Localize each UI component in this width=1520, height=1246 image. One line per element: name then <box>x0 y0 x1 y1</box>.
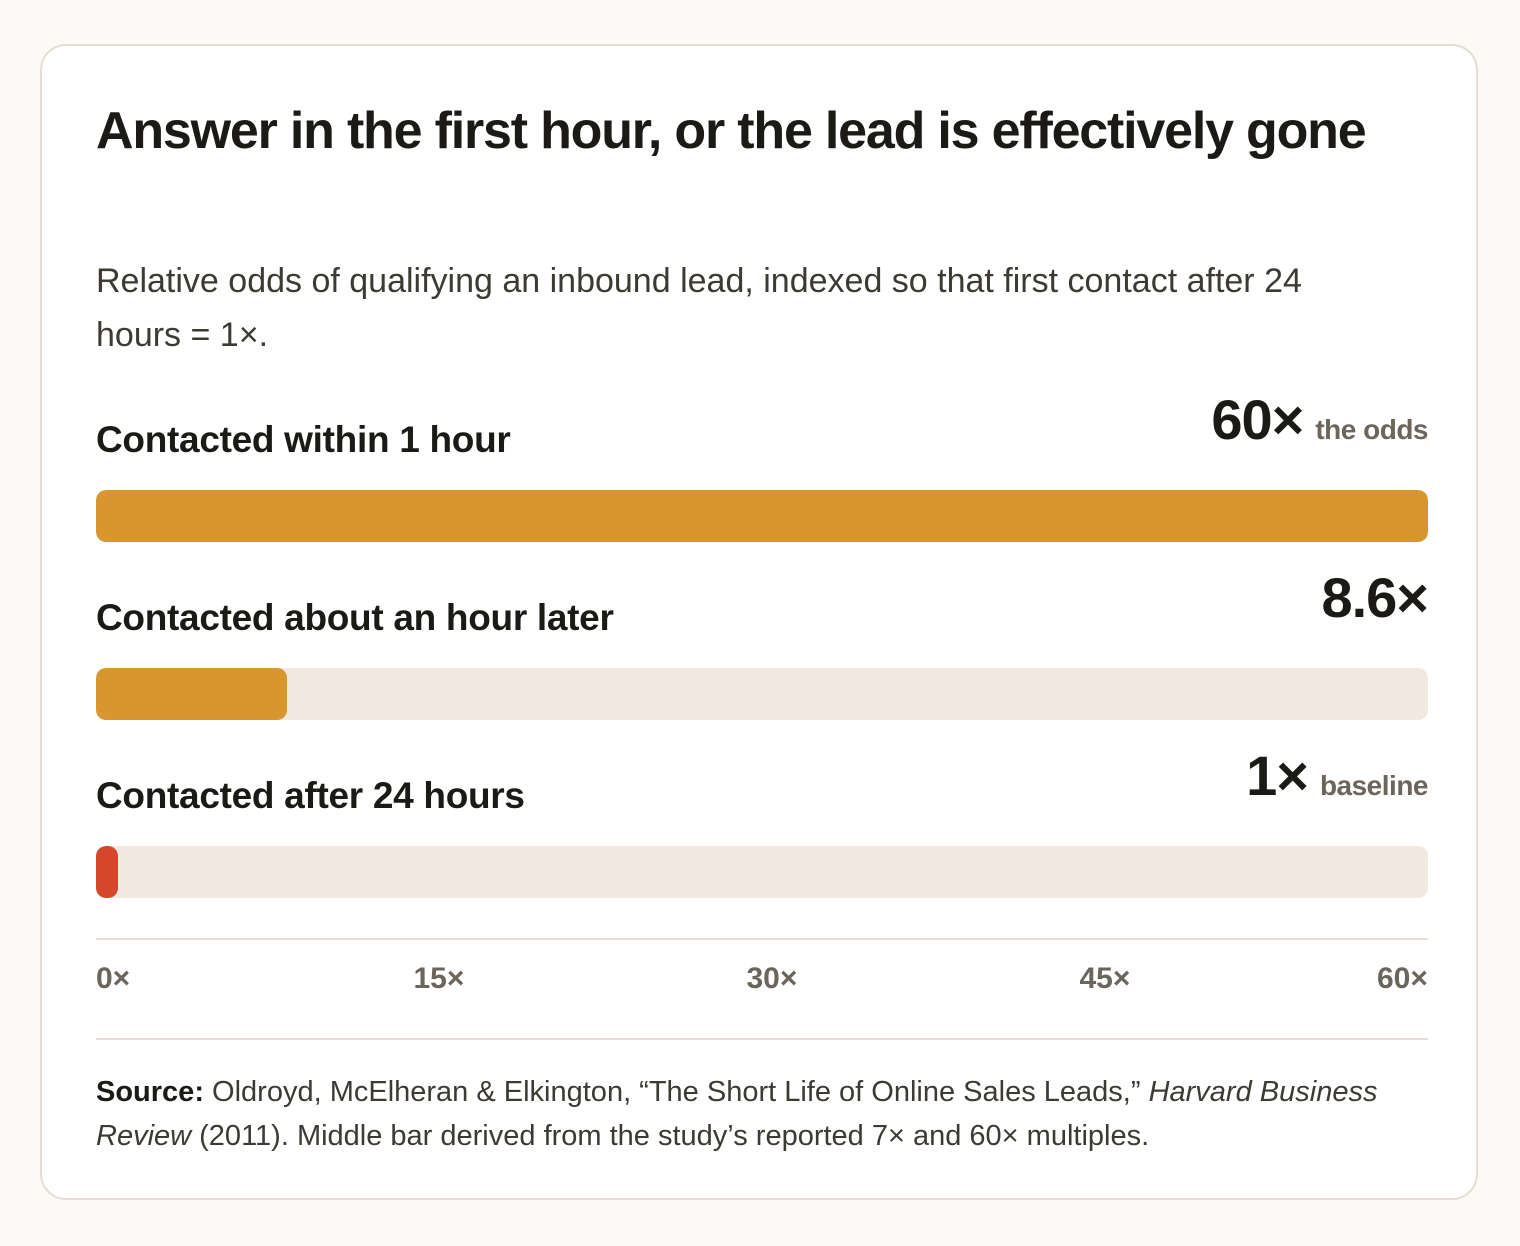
x-tick-label: 15× <box>413 962 465 995</box>
bar-track <box>96 668 1428 720</box>
bar-track <box>96 846 1428 898</box>
bar-row: Contacted after 24 hours 1× baseline <box>96 748 1429 898</box>
bar-value: 60× the odds <box>1211 392 1428 460</box>
chart-card: Answer in the first hour, or the lead is… <box>40 44 1478 1200</box>
bar-category-label: Contacted after 24 hours <box>96 775 525 816</box>
bar-value-label: 8.6× <box>1321 566 1429 629</box>
chart-subtitle: Relative odds of qualifying an inbound l… <box>96 262 1302 354</box>
source-text-before: Oldroyd, McElheran & Elkington, “The Sho… <box>203 1076 1149 1108</box>
bar-row: Contacted about an hour later 8.6× <box>96 570 1429 720</box>
x-tick-label: 30× <box>746 962 798 995</box>
x-tick-label: 45× <box>1079 962 1131 995</box>
bar-value-note: the odds <box>1315 414 1428 445</box>
bar-value: 8.6× <box>1321 570 1429 638</box>
source-note: Source: Oldroyd, McElheran & Elkington, … <box>96 1070 1428 1158</box>
bar <box>96 668 287 720</box>
source-label: Source: <box>96 1076 204 1108</box>
bar-category-label: Contacted within 1 hour <box>96 419 511 460</box>
source-publication: Harvard Business Review <box>96 1076 1378 1152</box>
source-text-after: (2011). Middle bar derived from the stud… <box>191 1120 1150 1152</box>
x-axis: 0× 15× 30× 45× 60× <box>96 938 1428 1040</box>
bar <box>96 490 1428 542</box>
chart-title: Answer in the first hour, or the lead is… <box>96 102 1367 160</box>
bar-category-label: Contacted about an hour later <box>96 597 614 638</box>
bar <box>96 846 119 898</box>
bar-value: 1× baseline <box>1246 748 1429 816</box>
x-tick-label: 60× <box>1377 962 1428 995</box>
bar-track <box>96 490 1428 542</box>
bar-row: Contacted within 1 hour 60× the odds <box>96 392 1428 542</box>
x-tick-label: 0× <box>96 962 131 995</box>
bar-value-label: 60× <box>1211 388 1304 451</box>
bar-value-label: 1× <box>1246 744 1309 807</box>
bar-value-note: baseline <box>1319 770 1429 801</box>
